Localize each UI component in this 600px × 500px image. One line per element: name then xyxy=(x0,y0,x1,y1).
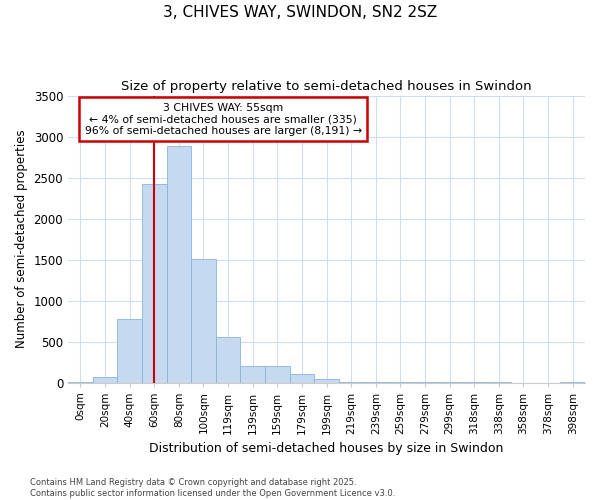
Bar xyxy=(117,318,142,382)
Text: Contains HM Land Registry data © Crown copyright and database right 2025.
Contai: Contains HM Land Registry data © Crown c… xyxy=(30,478,395,498)
Text: 3 CHIVES WAY: 55sqm
← 4% of semi-detached houses are smaller (335)
96% of semi-d: 3 CHIVES WAY: 55sqm ← 4% of semi-detache… xyxy=(85,102,362,136)
Bar xyxy=(167,146,191,382)
X-axis label: Distribution of semi-detached houses by size in Swindon: Distribution of semi-detached houses by … xyxy=(149,442,504,455)
Bar xyxy=(265,366,290,382)
Bar xyxy=(314,379,339,382)
Y-axis label: Number of semi-detached properties: Number of semi-detached properties xyxy=(15,130,28,348)
Bar xyxy=(216,338,241,382)
Bar xyxy=(191,258,216,382)
Text: 3, CHIVES WAY, SWINDON, SN2 2SZ: 3, CHIVES WAY, SWINDON, SN2 2SZ xyxy=(163,5,437,20)
Title: Size of property relative to semi-detached houses in Swindon: Size of property relative to semi-detach… xyxy=(121,80,532,93)
Bar xyxy=(92,377,117,382)
Bar xyxy=(241,366,265,382)
Bar xyxy=(142,184,167,382)
Bar xyxy=(290,374,314,382)
